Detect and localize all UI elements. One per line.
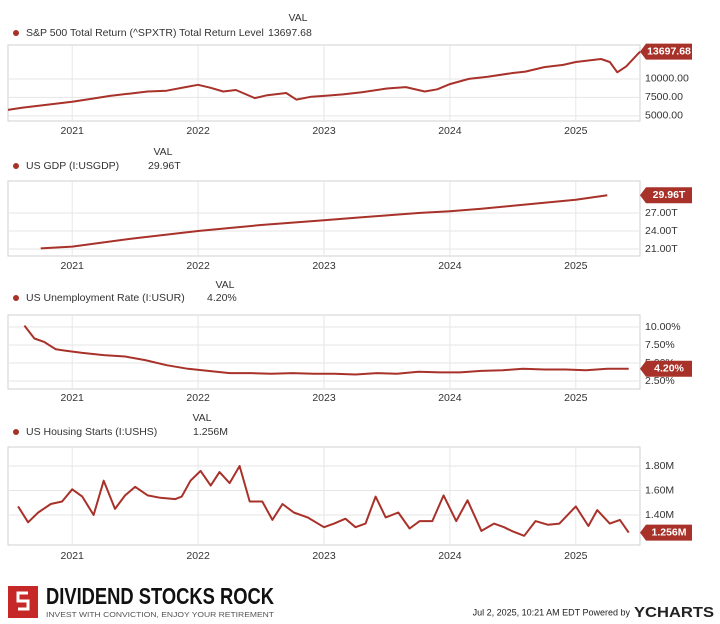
y-tick-label: 5000.00 xyxy=(645,110,683,122)
logo: DIVIDEND STOCKS ROCK INVEST WITH CONVICT… xyxy=(8,583,275,619)
legend-label: S&P 500 Total Return (^SPXTR) Total Retu… xyxy=(26,27,264,39)
legend-marker xyxy=(13,429,19,435)
legend-value: 1.256M xyxy=(193,426,228,438)
value-flag xyxy=(640,524,692,541)
value-flag xyxy=(640,43,692,60)
legend-value: 4.20% xyxy=(207,292,237,304)
legend-marker xyxy=(13,295,19,301)
x-tick-label: 2024 xyxy=(438,125,462,137)
x-tick-label: 2022 xyxy=(186,125,210,137)
x-tick-label: 2023 xyxy=(312,260,336,272)
legend-value: 29.96T xyxy=(148,160,181,172)
legend-header: VAL xyxy=(153,146,172,158)
y-tick-label: 7.50% xyxy=(645,339,675,351)
legend-marker xyxy=(13,30,19,36)
value-flag-label: 29.96T xyxy=(653,189,686,201)
x-tick-label: 2022 xyxy=(186,260,210,272)
legend-label: US Unemployment Rate (I:USUR) xyxy=(26,292,185,304)
y-tick-label: 7500.00 xyxy=(645,91,683,103)
legend-header: VAL xyxy=(288,12,307,24)
value-flag-label: 13697.68 xyxy=(647,45,691,57)
x-tick-label: 2024 xyxy=(438,392,462,404)
legend-header: VAL xyxy=(192,412,211,424)
x-tick-label: 2021 xyxy=(61,260,85,272)
y-tick-label: 21.00T xyxy=(645,243,678,255)
x-tick-label: 2023 xyxy=(312,125,336,137)
legend-marker xyxy=(13,163,19,169)
x-tick-label: 2025 xyxy=(564,550,588,562)
tagline: INVEST WITH CONVICTION, ENJOY YOUR RETIR… xyxy=(46,612,275,619)
value-flag-label: 4.20% xyxy=(654,363,684,375)
x-tick-label: 2021 xyxy=(61,550,85,562)
x-tick-label: 2023 xyxy=(312,392,336,404)
x-tick-label: 2024 xyxy=(438,550,462,562)
x-tick-label: 2025 xyxy=(564,260,588,272)
y-tick-label: 2.50% xyxy=(645,375,675,387)
legend-label: US GDP (I:USGDP) xyxy=(26,160,119,172)
data-line xyxy=(17,465,630,537)
data-line xyxy=(23,324,629,376)
x-tick-label: 2025 xyxy=(564,125,588,137)
brand: DIVIDEND STOCKS ROCK xyxy=(46,583,274,609)
x-tick-label: 2024 xyxy=(438,260,462,272)
y-tick-label: 1.60M xyxy=(645,484,674,496)
provider: YCHARTS xyxy=(634,604,714,621)
x-tick-label: 2022 xyxy=(186,550,210,562)
y-tick-label: 1.40M xyxy=(645,509,674,521)
data-line xyxy=(7,51,641,111)
x-tick-label: 2021 xyxy=(61,392,85,404)
y-tick-label: 1.80M xyxy=(645,460,674,472)
legend-header: VAL xyxy=(215,279,234,291)
timestamp: Jul 2, 2025, 10:21 AM EDT Powered by xyxy=(473,607,631,617)
value-flag xyxy=(640,187,692,204)
y-tick-label: 24.00T xyxy=(645,225,678,237)
legend-value: 13697.68 xyxy=(268,27,312,39)
y-tick-label: 10.00% xyxy=(645,321,681,333)
value-flag xyxy=(640,360,692,377)
y-tick-label: 27.00T xyxy=(645,207,678,219)
logo-symbol xyxy=(16,591,30,611)
x-tick-label: 2023 xyxy=(312,550,336,562)
x-tick-label: 2021 xyxy=(61,125,85,137)
y-tick-label: 10000.00 xyxy=(645,73,689,85)
x-tick-label: 2025 xyxy=(564,392,588,404)
x-tick-label: 2022 xyxy=(186,392,210,404)
legend-label: US Housing Starts (I:USHS) xyxy=(26,426,157,438)
data-line xyxy=(40,194,608,250)
value-flag-label: 1.256M xyxy=(651,526,686,538)
